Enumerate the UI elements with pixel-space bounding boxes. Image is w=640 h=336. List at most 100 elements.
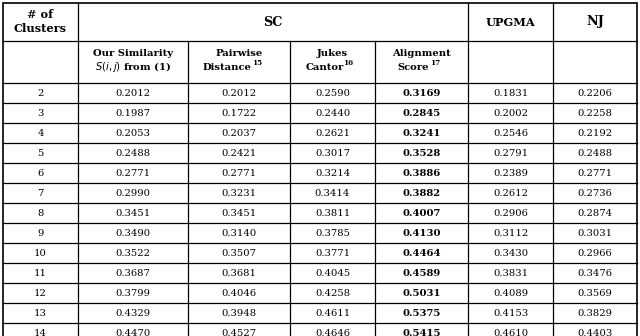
Text: 0.3476: 0.3476 (577, 268, 612, 278)
Text: 0.2488: 0.2488 (577, 149, 612, 158)
Text: 0.2037: 0.2037 (221, 128, 257, 137)
Text: 0.3811: 0.3811 (315, 209, 350, 217)
Text: 0.2546: 0.2546 (493, 128, 528, 137)
Text: 4: 4 (37, 128, 44, 137)
Text: 0.3241: 0.3241 (403, 128, 441, 137)
Text: 0.3451: 0.3451 (115, 209, 150, 217)
Text: 6: 6 (37, 168, 44, 177)
Text: 0.1831: 0.1831 (493, 88, 528, 97)
Text: 0.3430: 0.3430 (493, 249, 528, 257)
Text: 9: 9 (37, 228, 44, 238)
Text: 0.4089: 0.4089 (493, 289, 528, 297)
Text: NJ: NJ (586, 15, 604, 29)
Text: 2: 2 (37, 88, 44, 97)
Text: 0.4007: 0.4007 (403, 209, 441, 217)
Text: 0.4403: 0.4403 (577, 329, 612, 336)
Text: 3: 3 (37, 109, 44, 118)
Text: 0.2845: 0.2845 (403, 109, 440, 118)
Text: 0.5415: 0.5415 (403, 329, 441, 336)
Text: Pairwise: Pairwise (216, 49, 262, 58)
Text: 0.2192: 0.2192 (577, 128, 612, 137)
Text: 0.4610: 0.4610 (493, 329, 528, 336)
Text: 0.3528: 0.3528 (403, 149, 440, 158)
Text: Cantor: Cantor (305, 62, 344, 72)
Text: 10: 10 (34, 249, 47, 257)
Text: 0.3522: 0.3522 (115, 249, 150, 257)
Text: 0.2990: 0.2990 (115, 188, 150, 198)
Text: 11: 11 (34, 268, 47, 278)
Text: 0.2258: 0.2258 (577, 109, 612, 118)
Text: 0.4329: 0.4329 (115, 308, 150, 318)
Text: 8: 8 (37, 209, 44, 217)
Text: 0.2053: 0.2053 (115, 128, 150, 137)
Text: 0.3771: 0.3771 (315, 249, 350, 257)
Text: 0.2874: 0.2874 (577, 209, 612, 217)
Text: 0.4589: 0.4589 (403, 268, 440, 278)
Text: 5: 5 (37, 149, 44, 158)
Text: 0.2590: 0.2590 (315, 88, 350, 97)
Text: 0.3414: 0.3414 (315, 188, 350, 198)
Text: 0.3214: 0.3214 (315, 168, 350, 177)
Text: 0.3687: 0.3687 (116, 268, 150, 278)
Text: 0.2791: 0.2791 (493, 149, 528, 158)
Text: 0.2002: 0.2002 (493, 109, 528, 118)
Text: $S(i, j)$ from (1): $S(i, j)$ from (1) (95, 60, 171, 74)
Text: 0.2389: 0.2389 (493, 168, 528, 177)
Text: 0.4130: 0.4130 (403, 228, 441, 238)
Text: UPGMA: UPGMA (486, 16, 536, 28)
Text: 0.5375: 0.5375 (403, 308, 441, 318)
Text: 0.3112: 0.3112 (493, 228, 528, 238)
Text: 0.3031: 0.3031 (577, 228, 612, 238)
Text: # of: # of (28, 9, 54, 20)
Text: 0.3140: 0.3140 (221, 228, 257, 238)
Text: Alignment: Alignment (392, 49, 451, 58)
Text: 0.3829: 0.3829 (577, 308, 612, 318)
Text: 0.4153: 0.4153 (493, 308, 528, 318)
Text: 0.3785: 0.3785 (315, 228, 350, 238)
Text: 0.4611: 0.4611 (315, 308, 350, 318)
Text: 0.2012: 0.2012 (221, 88, 257, 97)
Text: 0.2771: 0.2771 (577, 168, 612, 177)
Text: 0.2906: 0.2906 (493, 209, 528, 217)
Text: 0.2736: 0.2736 (577, 188, 612, 198)
Text: 0.3799: 0.3799 (115, 289, 150, 297)
Text: 0.3886: 0.3886 (403, 168, 440, 177)
Text: 14: 14 (34, 329, 47, 336)
Text: 0.2012: 0.2012 (115, 88, 150, 97)
Text: 0.3490: 0.3490 (115, 228, 150, 238)
Text: 0.4258: 0.4258 (315, 289, 350, 297)
Text: 0.4045: 0.4045 (315, 268, 350, 278)
Text: 0.3451: 0.3451 (221, 209, 257, 217)
Text: 0.3231: 0.3231 (221, 188, 257, 198)
Text: 0.2771: 0.2771 (115, 168, 150, 177)
Text: 0.4527: 0.4527 (221, 329, 257, 336)
Text: 12: 12 (34, 289, 47, 297)
Text: 0.3169: 0.3169 (403, 88, 441, 97)
Text: 0.2621: 0.2621 (315, 128, 350, 137)
Text: Score: Score (397, 62, 429, 72)
Text: 0.2421: 0.2421 (221, 149, 257, 158)
Text: Jukes: Jukes (317, 49, 348, 58)
Text: Our Similarity: Our Similarity (93, 49, 173, 58)
Text: 0.1987: 0.1987 (115, 109, 150, 118)
Text: 0.2771: 0.2771 (221, 168, 257, 177)
Text: 0.2440: 0.2440 (315, 109, 350, 118)
Text: 0.3507: 0.3507 (221, 249, 257, 257)
Text: 0.3882: 0.3882 (403, 188, 440, 198)
Text: Distance: Distance (203, 62, 252, 72)
Text: 0.4646: 0.4646 (315, 329, 350, 336)
Text: 0.5031: 0.5031 (403, 289, 441, 297)
Text: 15: 15 (252, 59, 262, 67)
Text: 13: 13 (34, 308, 47, 318)
Text: 0.2612: 0.2612 (493, 188, 528, 198)
Text: 17: 17 (430, 59, 440, 67)
Text: 16: 16 (344, 59, 353, 67)
Text: 0.4464: 0.4464 (403, 249, 441, 257)
Text: 0.3831: 0.3831 (493, 268, 528, 278)
Text: 0.3681: 0.3681 (221, 268, 257, 278)
Text: Clusters: Clusters (14, 24, 67, 35)
Text: 7: 7 (37, 188, 44, 198)
Text: 0.2966: 0.2966 (578, 249, 612, 257)
Text: 0.3569: 0.3569 (577, 289, 612, 297)
Text: SC: SC (263, 15, 283, 29)
